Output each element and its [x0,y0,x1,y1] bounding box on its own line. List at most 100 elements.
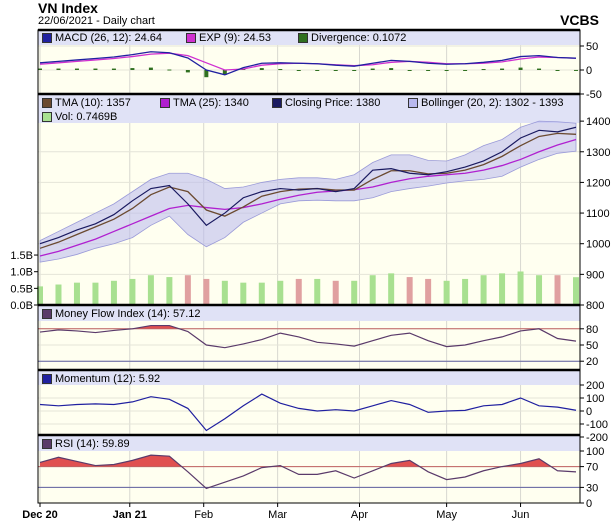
legend-swatch-icon [42,439,52,449]
divergence-bar [333,70,338,71]
legend-label: Vol: 0.7469B [55,111,118,123]
volume-bar [295,278,302,305]
divergence-bar [93,68,98,70]
divergence-bar [259,68,264,70]
x-tick-label: Mar [268,509,287,521]
divergence-bar [315,70,320,71]
bollinger-band [39,120,577,263]
volume-bar [480,275,487,305]
divergence-bar [222,70,227,75]
volume-tick-label: 0.5B [10,283,33,295]
volume-bar [92,282,99,305]
divergence-bar [444,70,449,71]
volume-bar [351,280,358,305]
divergence-bar [204,70,209,78]
divergence-bar [463,70,468,71]
price-y-tick-label: 800 [586,300,604,312]
price-legend-item: Vol: 0.7469B [42,111,117,123]
volume-tick-label: 1.5B [10,250,33,262]
price-legend-item: TMA (10): 1357 [42,97,131,109]
legend-swatch-icon [42,112,52,122]
volume-bar [314,278,321,305]
divergence-bar [500,68,505,70]
volume-bar [388,273,395,305]
legend-label: Divergence: 0.1072 [311,32,407,44]
price-y-tick-label: 1300 [586,147,610,159]
volume-bar [443,280,450,305]
volume-bar [536,275,543,305]
momentum-y-tick-label: 100 [586,393,604,405]
volume-bar [369,275,376,305]
volume-tick-label: 0.0B [10,300,33,312]
volume-bar [573,277,579,305]
divergence-bar [537,68,542,70]
divergence-bar [185,70,190,73]
volume-bar [184,275,191,305]
macd-y-tick-label: 0 [586,65,592,77]
volume-bar [110,280,117,305]
divergence-bar [38,68,42,70]
legend-label: Momentum (12): 5.92 [55,373,161,385]
macd-y-tick-label: -50 [586,89,602,101]
divergence-bar [278,69,283,71]
mfi-y-tick-label: 80 [586,324,598,336]
mfi-overbought-fill [40,325,576,329]
price-y-tick-label: 1000 [586,239,610,251]
legend-swatch-icon [272,98,282,108]
x-tick-label: Jun [512,509,530,521]
legend-swatch-icon [160,98,170,108]
mfi-legend-item: Money Flow Index (14): 57.12 [42,308,201,320]
volume-bar [499,273,506,305]
momentum-line [39,393,577,432]
momentum-legend-item: Momentum (12): 5.92 [42,373,160,385]
legend-swatch-icon [408,98,418,108]
divergence-bar [148,67,153,70]
legend-label: EXP (9): 24.53 [199,32,271,44]
macd-legend-bar [38,30,580,45]
legend-label: RSI (14): 59.89 [55,438,130,450]
divergence-bar [518,67,523,70]
chart-subtitle: 22/06/2021 - Daily chart [38,15,155,27]
legend-swatch-icon [42,309,52,319]
legend-label: TMA (25): 1340 [173,97,249,109]
divergence-bar [111,68,116,70]
price-legend-bar [38,94,580,123]
legend-label: Bollinger (20, 2): 1302 - 1393 [421,97,564,109]
divergence-bar [56,68,61,70]
volume-bar [332,280,339,305]
volume-bar [73,282,80,305]
macd-y-tick-label: 50 [586,41,598,53]
rsi-legend-bar [38,435,580,451]
divergence-bar [167,69,172,71]
price-y-tick-label: 900 [586,269,604,281]
legend-swatch-icon [42,33,52,43]
price-legend-item: Closing Price: 1380 [272,97,380,109]
rsi-line [39,454,577,490]
x-tick-label: Feb [194,509,213,521]
chart-title: VN Index [38,0,98,16]
divergence-bar [74,68,79,70]
mfi-line [39,324,577,349]
x-tick-label: Dec 20 [22,509,57,521]
divergence-bar [352,70,357,71]
divergence-bar [370,68,375,70]
divergence-bar [389,68,394,70]
momentum-y-tick-label: 0 [586,406,592,418]
rsi-overbought-fill [40,455,552,467]
tma25-line [39,138,577,257]
volume-bar [406,277,413,305]
divergence-bar [407,70,412,71]
mfi-y-tick-label: 50 [586,340,598,352]
volume-bar [221,280,228,305]
legend-swatch-icon [42,98,52,108]
rsi-legend-item: RSI (14): 59.89 [42,438,130,450]
volume-bar [166,277,173,305]
volume-bar [240,282,247,305]
rsi-y-tick-label: 100 [586,446,604,458]
closing-price-line [39,126,577,245]
macd-legend-item: Divergence: 0.1072 [298,32,406,44]
volume-bar [462,278,469,305]
legend-swatch-icon [42,374,52,384]
rsi-y-tick-label: 30 [586,482,598,494]
